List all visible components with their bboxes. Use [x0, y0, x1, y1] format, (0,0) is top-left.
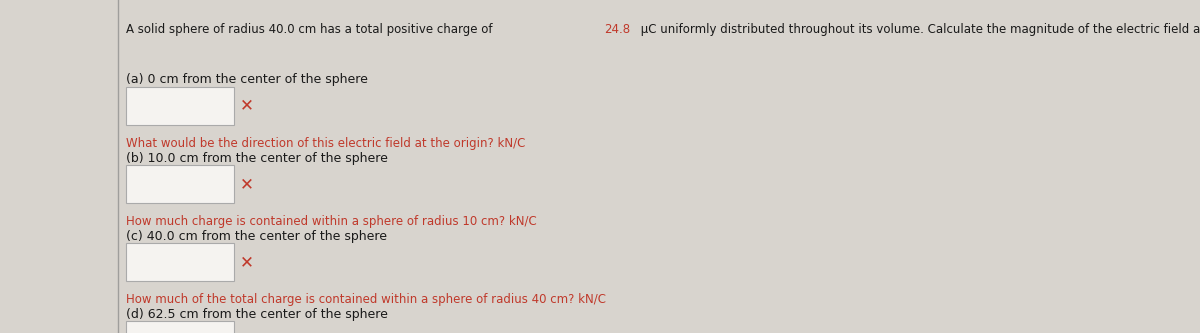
Text: How much charge is contained within a sphere of radius 10 cm? kN/C: How much charge is contained within a sp… [126, 215, 536, 228]
Text: μC uniformly distributed throughout its volume. Calculate the magnitude of the e: μC uniformly distributed throughout its … [637, 23, 1200, 36]
Text: ✕: ✕ [240, 253, 254, 271]
Text: A solid sphere of radius 40.0 cm has a total positive charge of: A solid sphere of radius 40.0 cm has a t… [126, 23, 497, 36]
Text: What would be the direction of this electric field at the origin? kN/C: What would be the direction of this elec… [126, 137, 526, 150]
Text: ✕: ✕ [240, 175, 254, 193]
Text: How much of the total charge is contained within a sphere of radius 40 cm? kN/C: How much of the total charge is containe… [126, 293, 606, 306]
Text: (b) 10.0 cm from the center of the sphere: (b) 10.0 cm from the center of the spher… [126, 152, 388, 165]
FancyBboxPatch shape [126, 243, 234, 281]
Text: ✕: ✕ [240, 331, 254, 333]
Text: ✕: ✕ [240, 97, 254, 115]
FancyBboxPatch shape [126, 321, 234, 333]
Text: (c) 40.0 cm from the center of the sphere: (c) 40.0 cm from the center of the spher… [126, 230, 386, 243]
FancyBboxPatch shape [126, 165, 234, 203]
Text: (a) 0 cm from the center of the sphere: (a) 0 cm from the center of the sphere [126, 73, 368, 86]
Text: 24.8: 24.8 [604, 23, 630, 36]
FancyBboxPatch shape [126, 87, 234, 125]
Text: (d) 62.5 cm from the center of the sphere: (d) 62.5 cm from the center of the spher… [126, 308, 388, 321]
